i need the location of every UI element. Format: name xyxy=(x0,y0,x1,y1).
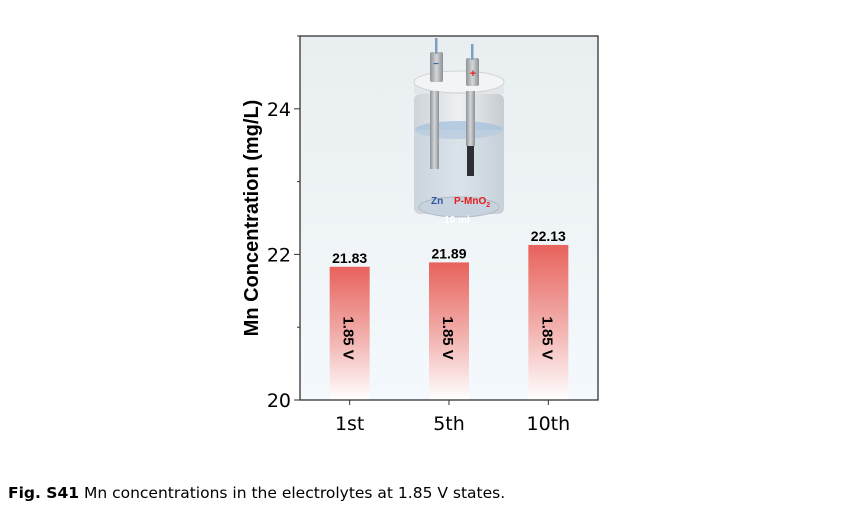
y-tick-label: 20 xyxy=(267,390,291,412)
caption-text: Mn concentrations in the electrolytes at… xyxy=(79,484,506,502)
data-label: 22.13 xyxy=(531,228,566,244)
minus-sign: − xyxy=(433,59,439,70)
y-axis-label: Mn Concentration (mg/L) xyxy=(241,100,263,337)
bar-1st xyxy=(329,266,370,400)
bar-annotation: 1.85 V xyxy=(439,316,456,359)
volume-label: 10 ml xyxy=(444,215,470,226)
figure-caption: Fig. S41 Mn concentrations in the electr… xyxy=(8,484,505,502)
data-label: 21.83 xyxy=(332,250,367,266)
y-tick-label: 22 xyxy=(267,244,291,266)
zn-label: Zn xyxy=(431,196,443,207)
bar-annotation: 1.85 V xyxy=(340,316,357,359)
electrochemical-cell-illustration: − + Zn P-MnO2 10 ml xyxy=(413,38,505,226)
plus-sign: + xyxy=(470,68,476,80)
bar-5th xyxy=(429,262,469,400)
caption-label: Fig. S41 xyxy=(8,484,80,502)
bar-annotation: 1.85 V xyxy=(538,316,555,359)
x-tick-label: 10th xyxy=(526,413,570,435)
pmno2-label: P-MnO2 xyxy=(454,196,490,209)
y-tick-label: 24 xyxy=(267,99,291,121)
x-tick-label: 1st xyxy=(335,413,364,435)
data-label: 21.89 xyxy=(431,245,466,261)
bar-10th xyxy=(528,244,569,400)
bar-chart: 21.83 1.85 V 21.89 1.85 V 22.13 1.85 V − + Zn… xyxy=(241,35,599,435)
x-tick-label: 5th xyxy=(433,413,465,435)
